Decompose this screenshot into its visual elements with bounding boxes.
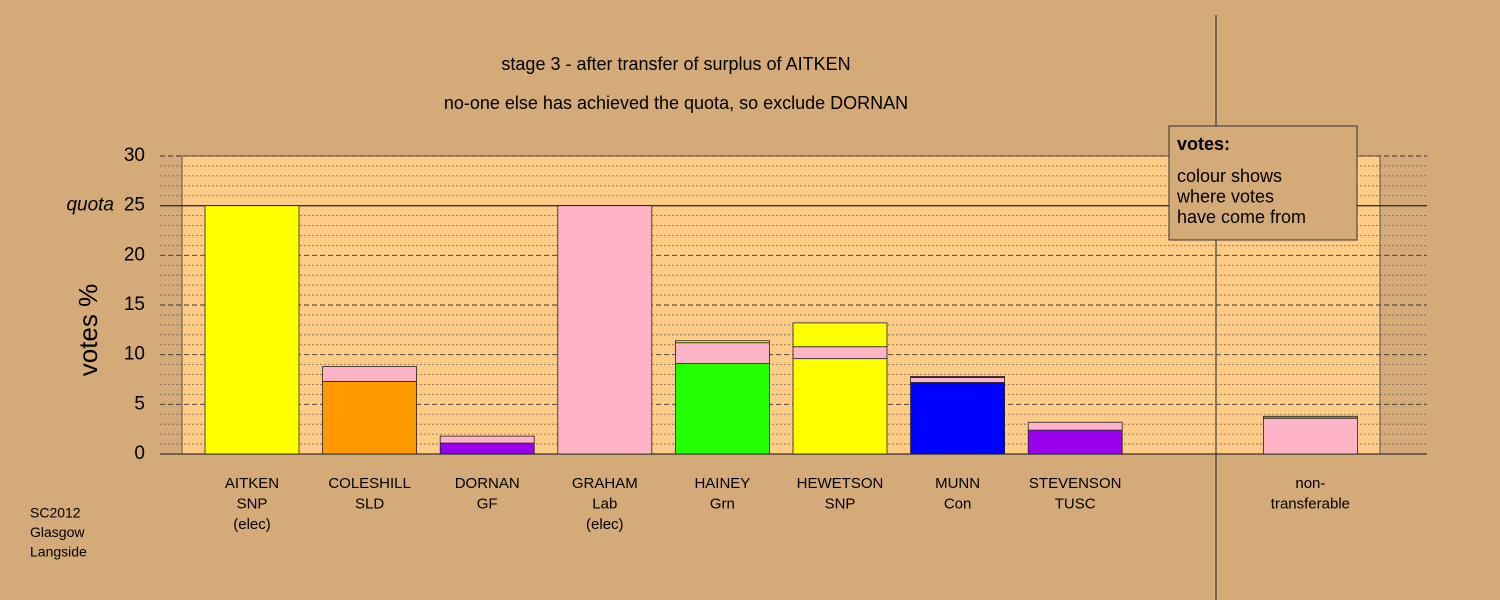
x-tick-label: Grn <box>710 495 735 512</box>
x-tick-label: MUNN <box>935 475 980 492</box>
bar-segment <box>675 363 770 455</box>
x-tick-label: GRAHAM <box>572 475 638 492</box>
bar-segment <box>1027 421 1123 431</box>
x-tick-label: Lab <box>592 495 617 512</box>
bar-segment <box>792 322 888 348</box>
x-tick-label: COLESHILL <box>328 475 411 492</box>
bar-segment <box>439 442 535 455</box>
y-tick-label: 15 <box>124 294 145 315</box>
y-tick-label: 30 <box>124 145 145 166</box>
bar-segment <box>910 376 1005 378</box>
bar-segment <box>1027 429 1123 455</box>
x-tick-label: (elec) <box>233 516 271 533</box>
bar-segment <box>910 377 1005 383</box>
x-tick-label: SNP <box>825 495 856 512</box>
bar-segment <box>675 342 770 365</box>
bar-segment <box>1263 415 1358 419</box>
x-tick-label: transferable <box>1271 495 1350 512</box>
bar-segment <box>204 205 300 455</box>
footnote: Langside <box>30 544 87 560</box>
x-tick-label: SLD <box>355 495 384 512</box>
x-tick-label: Con <box>944 495 972 512</box>
footnote: Glasgow <box>30 524 85 540</box>
legend-text: colour shows <box>1177 166 1282 186</box>
x-tick-label: HEWETSON <box>797 475 884 492</box>
chart-title: stage 3 - after transfer of surplus of A… <box>501 54 850 74</box>
bar-segment <box>439 435 535 444</box>
legend-text: have come from <box>1177 207 1306 227</box>
y-tick-label: 0 <box>134 443 145 464</box>
bar-segment <box>910 382 1005 455</box>
chart-subtitle: no-one else has achieved the quota, so e… <box>444 93 908 113</box>
legend-title: votes: <box>1177 134 1230 154</box>
footnote: SC2012 <box>30 505 81 521</box>
y-tick-label: 25 <box>124 195 145 216</box>
bar-segment <box>1263 417 1358 455</box>
bar-segment <box>322 366 418 382</box>
bar-segment <box>675 340 770 344</box>
y-axis-label: votes % <box>73 284 103 377</box>
x-tick-label: non- <box>1295 475 1325 492</box>
bar-segment <box>322 381 418 455</box>
y-tick-label: 20 <box>124 244 145 265</box>
x-tick-label: (elec) <box>586 516 624 533</box>
bar-segment <box>792 346 888 360</box>
x-tick-label: TUSC <box>1055 495 1096 512</box>
bar-segment <box>557 205 653 455</box>
x-tick-label: GF <box>477 495 498 512</box>
x-tick-label: HAINEY <box>694 475 750 492</box>
y-tick-label: 10 <box>124 344 145 365</box>
legend-box <box>1168 125 1358 241</box>
x-tick-label: STEVENSON <box>1029 475 1122 492</box>
bar-segment <box>792 358 888 455</box>
x-tick-label: AITKEN <box>225 475 279 492</box>
quota-label: quota <box>66 195 114 216</box>
x-tick-label: SNP <box>237 495 268 512</box>
legend-text: where votes <box>1176 186 1274 206</box>
x-tick-label: DORNAN <box>455 475 520 492</box>
y-tick-label: 5 <box>134 393 145 414</box>
